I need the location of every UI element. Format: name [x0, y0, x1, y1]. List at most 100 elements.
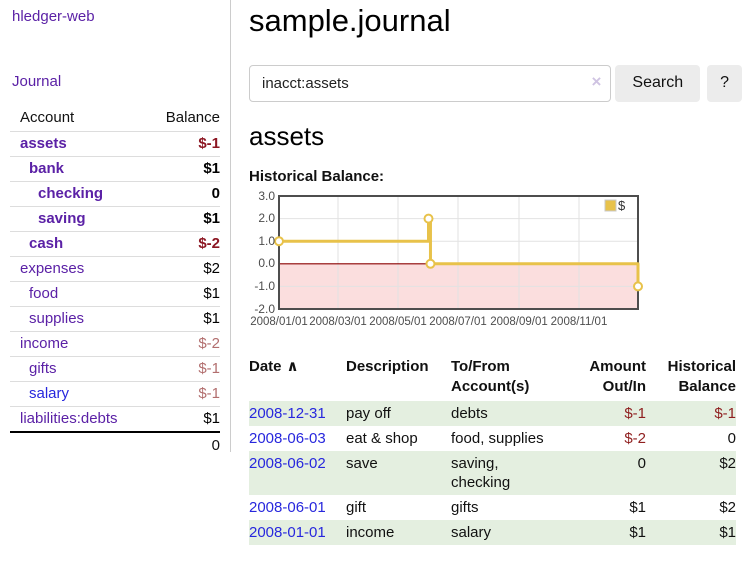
search-form: × Search ? [249, 64, 742, 102]
register-row: 2008-01-01 income salary $1 $1 [249, 519, 736, 545]
main-content: sample.journal × Search ? assets Histori… [231, 0, 742, 545]
register-header-description: Description [346, 357, 429, 375]
account-balance: $1 [203, 410, 220, 427]
account-row: saving $1 [10, 206, 220, 232]
register-cell-balance: $-1 [646, 400, 736, 426]
sort-ascending-icon: ∧ [286, 357, 299, 375]
account-row: assets $-1 [10, 131, 220, 157]
register-cell-date: 2008-06-02 [249, 450, 346, 495]
accounts-header-account: Account [20, 109, 75, 126]
register-cell-date: 2008-06-03 [249, 426, 346, 451]
account-link-income[interactable]: income [20, 335, 69, 352]
register-row: 2008-06-02 save saving, checking 0 $2 [249, 450, 736, 495]
search-box: × [249, 64, 612, 102]
accounts-total-row: 0 [10, 432, 220, 458]
account-row: supplies $1 [10, 306, 220, 332]
app-root: hledger-web Journal Account Balance asse… [0, 0, 742, 545]
register-header-accounts: To/From Account(s) [451, 357, 530, 395]
register-table: Date ∧ Description To/From Account(s) Amo… [249, 355, 736, 545]
transaction-date-link[interactable]: 2008-06-03 [249, 429, 326, 447]
register-cell-date: 2008-12-31 [249, 400, 346, 426]
x-axis-tick-label: 2008/05/01 [369, 315, 427, 328]
register-cell-amount: $-2 [624, 429, 646, 447]
account-balance: $-1 [198, 135, 220, 152]
account-balance: $1 [203, 285, 220, 302]
search-button[interactable]: Search [615, 64, 701, 102]
accounts-header-row: Account Balance [10, 106, 220, 132]
x-axis-tick-label: 2008/11/01 [550, 315, 608, 328]
account-row: income $-2 [10, 331, 220, 357]
register-cell-balance: $2 [719, 498, 736, 516]
register-cell-balance: $1 [646, 519, 736, 545]
accounts-total-spacer [10, 432, 150, 458]
help-button[interactable]: ? [707, 64, 742, 102]
chart-title: Historical Balance: [249, 167, 385, 185]
y-axis-tick-label: 3.0 [258, 188, 275, 203]
account-balance: $-2 [198, 235, 220, 252]
register-cell-amount: $-1 [566, 400, 646, 426]
account-link-food[interactable]: food [29, 285, 59, 302]
account-link-gifts[interactable]: gifts [29, 360, 57, 377]
account-link-expenses[interactable]: expenses [20, 260, 85, 277]
account-row: cash $-2 [10, 231, 220, 257]
account-row: liabilities:debts $1 [10, 406, 220, 433]
account-link-bank[interactable]: bank [29, 160, 65, 177]
chart-canvas: $ [274, 194, 643, 310]
legend-swatch [604, 199, 617, 212]
x-axis-tick-label: 2008/07/01 [429, 315, 487, 328]
account-link-assets[interactable]: assets [20, 135, 67, 152]
y-axis-tick-label: 1.0 [258, 233, 275, 248]
account-balance: $1 [203, 310, 220, 327]
register-cell-description: income [346, 519, 451, 545]
transaction-date-link[interactable]: 2008-12-31 [249, 404, 326, 422]
account-balance: $1 [203, 160, 220, 177]
y-axis-tick-label: 0.0 [258, 256, 275, 271]
account-link-liabilities-debts[interactable]: liabilities:debts [20, 410, 118, 427]
sidebar: hledger-web Journal Account Balance asse… [0, 0, 231, 454]
account-link-supplies[interactable]: supplies [29, 310, 85, 327]
account-row: salary $-1 [10, 381, 220, 407]
account-link-cash[interactable]: cash [29, 235, 64, 252]
register-cell-description: pay off [346, 400, 451, 426]
accounts-header-balance: Balance [165, 109, 220, 126]
register-row: 2008-06-03 eat & shop food, supplies $-2 0 [249, 426, 736, 451]
account-link-saving[interactable]: saving [38, 210, 86, 227]
register-cell-accounts: saving, checking [451, 450, 566, 495]
account-link-checking[interactable]: checking [38, 185, 104, 202]
clear-search-icon[interactable]: × [591, 71, 602, 91]
transaction-date-link[interactable]: 2008-01-01 [249, 523, 326, 541]
register-cell-date: 2008-01-01 [249, 519, 346, 545]
register-row: 2008-06-01 gift gifts $1 $2 [249, 495, 736, 520]
account-heading: assets [249, 120, 325, 151]
register-cell-accounts: debts [451, 400, 566, 426]
account-balance: $1 [203, 210, 220, 227]
x-axis-tick-label: 2008/09/01 [490, 315, 548, 328]
accounts-table: Account Balance assets $-1 bank $1 checking 0… [10, 106, 220, 458]
register-cell-balance: $2 [646, 450, 736, 495]
register-cell-accounts: salary [451, 519, 566, 545]
account-row: expenses $2 [10, 256, 220, 282]
page-title: sample.journal [249, 3, 451, 38]
account-balance: $-2 [198, 335, 220, 352]
transaction-date-link[interactable]: 2008-06-02 [249, 454, 326, 472]
transaction-date-link[interactable]: 2008-06-01 [249, 498, 326, 516]
register-header-date[interactable]: Date ∧ [249, 357, 299, 375]
register-cell-accounts: food, supplies [451, 429, 544, 447]
account-balance: $2 [203, 260, 220, 277]
sidebar-item-journal[interactable]: Journal [12, 73, 62, 90]
y-axis-tick-label: -2.0 [254, 301, 275, 316]
account-link-salary[interactable]: salary [29, 385, 70, 402]
register-header-balance: Historical Balance [667, 357, 736, 395]
brand-link[interactable]: hledger-web [12, 8, 95, 25]
x-axis-tick-label: 2008/03/01 [309, 315, 367, 328]
account-balance: 0 [211, 185, 220, 202]
account-balance: $-1 [198, 360, 220, 377]
legend-label: $ [618, 198, 626, 213]
register-cell-description: eat & shop [346, 429, 418, 447]
account-row: checking 0 [10, 181, 220, 207]
historical-balance-chart: $3.0 2.0 1.0 0.0 -1.0 -2.0 2008/01/01 2008/03/0… [249, 189, 669, 336]
y-axis-tick-label: 2.0 [258, 211, 275, 226]
search-input[interactable] [249, 64, 612, 102]
register-row: 2008-12-31 pay off debts $-1 $-1 [249, 400, 736, 426]
register-cell-description: save [346, 450, 451, 495]
